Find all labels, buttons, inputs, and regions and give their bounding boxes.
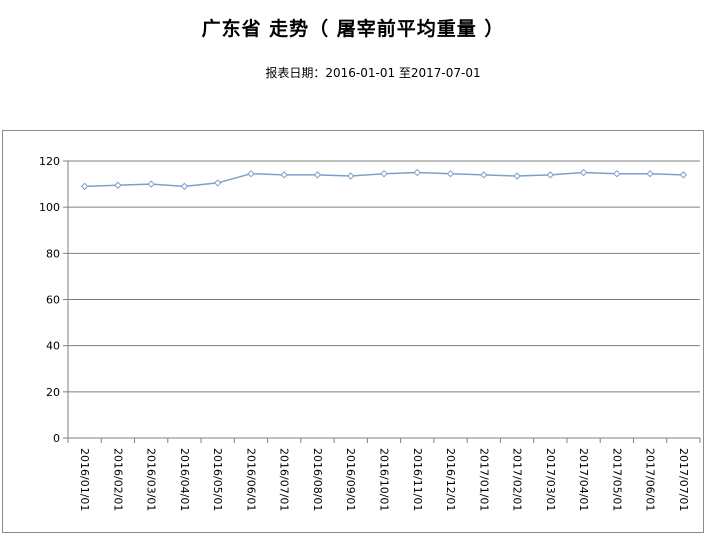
- data-point: [114, 181, 122, 189]
- data-point: [413, 168, 421, 177]
- x-tick-label: 2016/02/01: [111, 448, 124, 511]
- x-tick-label: 2016/05/01: [211, 448, 224, 511]
- y-tick-label: 0: [53, 432, 60, 445]
- data-point: [380, 169, 388, 178]
- data-point: [579, 168, 588, 177]
- x-tick-label: 2016/08/01: [311, 448, 324, 511]
- data-point: [180, 182, 189, 191]
- data-point: [513, 172, 521, 180]
- y-tick-label: 120: [39, 155, 60, 168]
- data-point: [80, 182, 89, 191]
- data-point: [679, 171, 688, 179]
- data-point: [646, 169, 654, 178]
- data-point: [480, 171, 488, 179]
- y-tick-label: 40: [46, 340, 60, 353]
- chart-frame: [2, 130, 704, 533]
- x-tick-label: 2016/03/01: [145, 448, 158, 511]
- data-point: [147, 180, 155, 188]
- x-tick-label: 2016/07/01: [278, 448, 291, 511]
- x-tick-label: 2017/07/01: [677, 448, 690, 511]
- x-tick-label: 2016/01/01: [78, 448, 91, 511]
- data-point: [546, 171, 555, 179]
- x-tick-label: 2017/01/01: [477, 448, 490, 511]
- y-tick-label: 100: [39, 201, 60, 214]
- x-tick-label: 2016/09/01: [344, 448, 357, 511]
- x-tick-label: 2016/11/01: [411, 448, 424, 511]
- x-tick-label: 2017/04/01: [577, 448, 590, 511]
- data-point: [347, 172, 355, 180]
- data-point: [613, 169, 621, 178]
- y-tick-label: 80: [46, 247, 60, 260]
- x-tick-label: 2017/02/01: [511, 448, 524, 511]
- chart-subtitle: 报表日期：2016-01-01 至2017-07-01: [265, 66, 481, 80]
- chart-title: 广东省 走势（ 屠宰前平均重量 ）: [201, 18, 505, 40]
- x-tick-label: 2016/06/01: [244, 448, 257, 511]
- x-tick-label: 2016/04/01: [178, 448, 191, 511]
- x-tick-label: 2017/06/01: [644, 448, 657, 511]
- data-point: [213, 179, 222, 187]
- y-tick-label: 60: [46, 294, 60, 307]
- data-point: [280, 171, 288, 179]
- y-tick-label: 20: [46, 386, 60, 399]
- data-point: [313, 171, 322, 179]
- data-point: [446, 169, 455, 178]
- x-tick-label: 2017/05/01: [610, 448, 623, 511]
- data-point: [247, 169, 255, 178]
- x-tick-label: 2016/10/01: [378, 448, 391, 511]
- x-tick-label: 2016/12/01: [444, 448, 457, 511]
- x-tick-label: 2017/03/01: [544, 448, 557, 511]
